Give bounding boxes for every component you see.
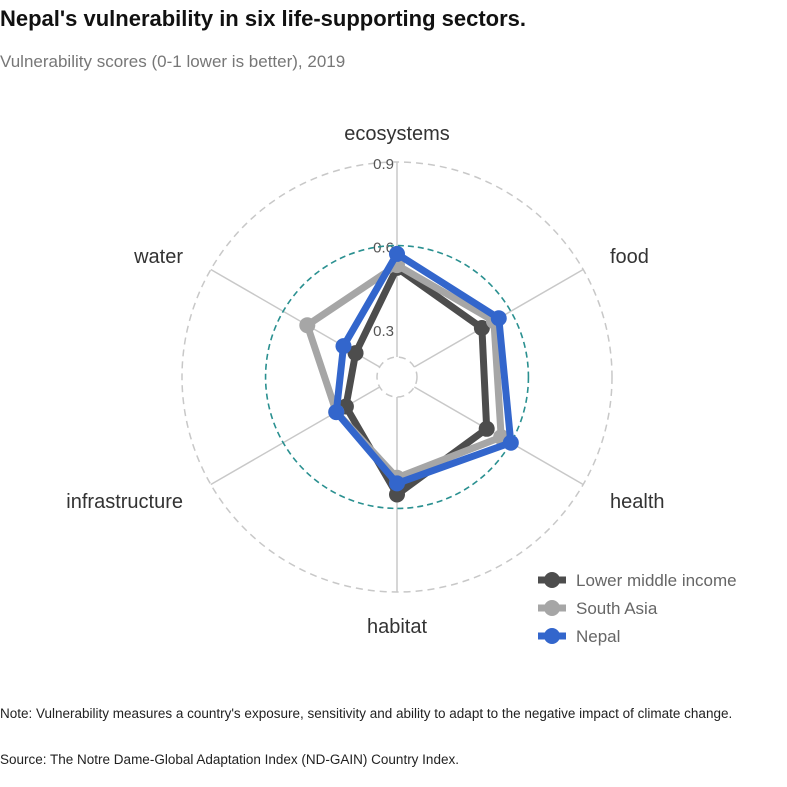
legend-label-Nepal: Nepal (576, 627, 620, 646)
grid-circle-inner (376, 356, 418, 398)
category-label-food: food (610, 246, 649, 268)
legend-label-South Asia: South Asia (576, 599, 658, 618)
grid-circle-outer (181, 161, 613, 593)
series-point-Lower middle income-habitat (389, 486, 405, 503)
category-label-water: water (133, 246, 183, 268)
series-point-Lower middle income-water (347, 345, 364, 362)
category-label-health: health (610, 491, 665, 513)
category-label-habitat: habitat (367, 616, 427, 638)
radial-tick-label: 0.6 (373, 240, 394, 257)
legend-swatch-point-South Asia (544, 600, 560, 616)
series-point-South Asia-water (299, 317, 316, 334)
series-line-South Asia (303, 261, 505, 482)
legend-label-Lower middle income: Lower middle income (576, 571, 737, 590)
chart-subtitle: Vulnerability scores (0-1 lower is bette… (0, 52, 346, 71)
chart-title: Nepal's vulnerability in six life-suppor… (0, 6, 527, 31)
chart-source: Source: The Notre Dame-Global Adaptation… (0, 752, 459, 767)
radial-tick-label: 0.9 (373, 156, 394, 173)
series-point-Lower middle income-food (473, 320, 490, 336)
radial-tick-label: 0.3 (373, 323, 394, 340)
series-point-Nepal-habitat (389, 475, 405, 492)
chart-note: Note: Vulnerability measures a country's… (0, 706, 733, 721)
series-point-Lower middle income-health (478, 420, 495, 437)
category-label-ecosystems: ecosystems (344, 123, 450, 145)
series-point-Nepal-ecosystems (389, 245, 405, 262)
legend-swatch-point-Lower middle income (544, 572, 560, 588)
series-point-Nepal-water (335, 338, 352, 355)
legend-swatch-point-Nepal (544, 628, 560, 644)
category-label-infrastructure: infrastructure (66, 491, 183, 513)
radar-chart: 0.3 0.6 0.9 ecosystems food health habitat infr… (66, 123, 737, 646)
series-point-Nepal-food (490, 310, 507, 327)
reference-circle-0.6 (264, 244, 530, 510)
series-point-Nepal-health (502, 434, 519, 451)
series-point-Nepal-infrastructure (328, 404, 345, 421)
